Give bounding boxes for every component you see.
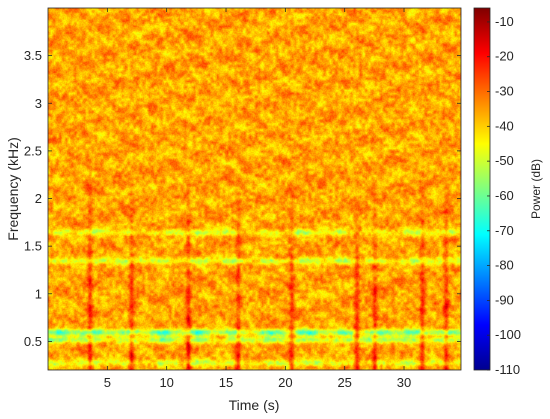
colorbar-ticks: -10 -20 -30 -40 -50 -60 -70 -80 -90 -100 -110 <box>487 14 521 377</box>
x-tick-label: 25 <box>337 375 351 390</box>
colorbar-gradient <box>473 7 491 371</box>
colorbar: -10 -20 -30 -40 -50 -60 -70 -80 -90 -100 -110 <box>473 7 521 377</box>
colorbar-tick-label: -70 <box>495 223 514 238</box>
y-tick-label: 2.5 <box>24 143 42 158</box>
colorbar-tick-label: -90 <box>495 292 514 307</box>
y-tick-label: 1.5 <box>24 239 42 254</box>
plot-frame <box>47 7 462 371</box>
colorbar-tick-label: -60 <box>495 188 514 203</box>
colorbar-tick-label: -40 <box>495 118 514 133</box>
colorbar-tick-label: -50 <box>495 153 514 168</box>
x-tick-label: 15 <box>219 375 233 390</box>
x-tick-label: 5 <box>104 375 111 390</box>
x-tick-label: 20 <box>278 375 292 390</box>
y-tick-label: 1 <box>35 286 42 301</box>
colorbar-tick-label: -20 <box>495 49 514 64</box>
y-tick-label: 3.5 <box>24 48 42 63</box>
colorbar-tick-label: -100 <box>495 327 521 342</box>
x-tick-label: 10 <box>159 375 173 390</box>
x-axis-label: Time (s) <box>229 397 280 413</box>
plot-area <box>47 7 462 371</box>
spectrogram-heatmap <box>48 8 461 370</box>
y-axis-ticks: 0.5 1 1.5 2 2.5 3 3.5 <box>24 48 461 349</box>
y-axis-label: Frequency (kHz) <box>5 137 21 240</box>
colorbar-tick-label: -110 <box>495 362 520 377</box>
x-axis-ticks: 5 10 15 20 25 30 <box>104 8 411 390</box>
x-tick-label: 30 <box>397 375 411 390</box>
y-tick-label: 2 <box>35 191 42 206</box>
colorbar-label: Power (dB) <box>529 159 543 219</box>
y-tick-label: 3 <box>35 96 42 111</box>
colorbar-tick-label: -10 <box>495 14 514 29</box>
y-tick-label: 0.5 <box>24 334 42 349</box>
colorbar-tick-label: -80 <box>495 258 514 273</box>
colorbar-tick-label: -30 <box>495 84 514 99</box>
